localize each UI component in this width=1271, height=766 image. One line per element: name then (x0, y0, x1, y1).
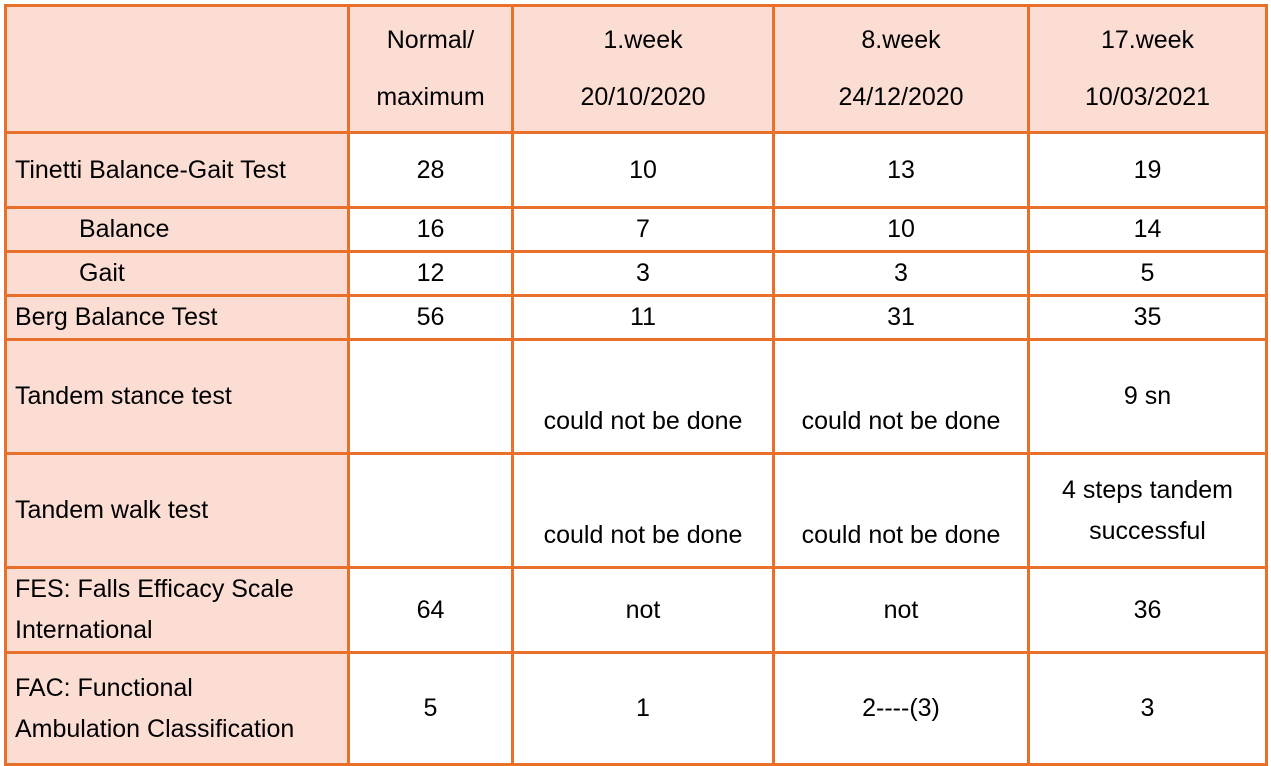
table-row: FAC: Functional Ambulation Classificatio… (4, 651, 1268, 766)
cell-value: 31 (772, 294, 1030, 341)
cell-line: 4 steps tandem (1062, 475, 1233, 504)
cell-value: 5 (1027, 250, 1268, 297)
header-normal-maximum: Normal/ maximum (347, 4, 514, 134)
cell-value: 56 (347, 294, 514, 341)
header-row: Normal/ maximum 1.week 20/10/2020 8.week… (4, 4, 1268, 134)
table-row: Gait 12 3 3 5 (4, 250, 1268, 297)
cell-value: could not be done (772, 338, 1030, 455)
table-row: Tandem stance test could not be done cou… (4, 338, 1268, 455)
header-line: 8.week (861, 26, 941, 54)
cell-value: 13 (772, 131, 1030, 209)
results-table: Normal/ maximum 1.week 20/10/2020 8.week… (4, 4, 1268, 766)
cell-value: 35 (1027, 294, 1268, 341)
row-label: Tandem walk test (4, 452, 350, 569)
cell-value: 2----(3) (772, 651, 1030, 766)
table-row: FES: Falls Efficacy Scale International … (4, 566, 1268, 654)
cell-value: 4 steps tandem successful (1027, 452, 1268, 569)
cell-value: 9 sn (1027, 338, 1268, 455)
header-week-8: 8.week 24/12/2020 (772, 4, 1030, 134)
cell-value: 3 (1027, 651, 1268, 766)
cell-value: 3 (772, 250, 1030, 297)
cell-value: 12 (347, 250, 514, 297)
row-label: Berg Balance Test (4, 294, 350, 341)
cell-value: 28 (347, 131, 514, 209)
cell-value: 14 (1027, 206, 1268, 253)
header-line: 1.week (603, 26, 683, 54)
label-line: International (15, 616, 153, 644)
cell-value: 1 (511, 651, 775, 766)
header-line: Normal/ (386, 26, 475, 54)
cell-value: could not be done (511, 338, 775, 455)
header-line: 17.week (1100, 26, 1195, 54)
label-line: Ambulation Classification (15, 714, 295, 743)
cell-value: 7 (511, 206, 775, 253)
header-week-1: 1.week 20/10/2020 (511, 4, 775, 134)
header-corner-cell (4, 4, 350, 134)
cell-value (347, 338, 514, 455)
row-label: FAC: Functional Ambulation Classificatio… (4, 651, 350, 766)
cell-line: successful (1089, 516, 1206, 545)
row-label: Tinetti Balance-Gait Test (4, 131, 350, 209)
label-line: FES: Falls Efficacy Scale (15, 575, 294, 603)
cell-value: 10 (772, 206, 1030, 253)
header-line: 10/03/2021 (1084, 83, 1211, 111)
table-row: Tinetti Balance-Gait Test 28 10 13 19 (4, 131, 1268, 209)
header-line: 20/10/2020 (580, 83, 706, 111)
cell-value: 11 (511, 294, 775, 341)
results-table-container: Normal/ maximum 1.week 20/10/2020 8.week… (4, 4, 1268, 766)
cell-value: 10 (511, 131, 775, 209)
header-line: maximum (376, 83, 485, 111)
cell-value: not (772, 566, 1030, 654)
cell-value: not (511, 566, 775, 654)
label-line: FAC: Functional (15, 673, 193, 702)
table-row: Tandem walk test could not be done could… (4, 452, 1268, 569)
cell-value: 16 (347, 206, 514, 253)
header-week-17: 17.week 10/03/2021 (1027, 4, 1268, 134)
table-row: Berg Balance Test 56 11 31 35 (4, 294, 1268, 341)
cell-value: could not be done (772, 452, 1030, 569)
cell-value: 19 (1027, 131, 1268, 209)
row-label: Tandem stance test (4, 338, 350, 455)
cell-value: 64 (347, 566, 514, 654)
cell-value: 5 (347, 651, 514, 766)
row-label: Balance (4, 206, 350, 253)
cell-value (347, 452, 514, 569)
cell-value: 3 (511, 250, 775, 297)
header-line: 24/12/2020 (838, 83, 964, 111)
row-label: FES: Falls Efficacy Scale International (4, 566, 350, 654)
cell-value: 36 (1027, 566, 1268, 654)
table-row: Balance 16 7 10 14 (4, 206, 1268, 253)
cell-value: could not be done (511, 452, 775, 569)
row-label: Gait (4, 250, 350, 297)
